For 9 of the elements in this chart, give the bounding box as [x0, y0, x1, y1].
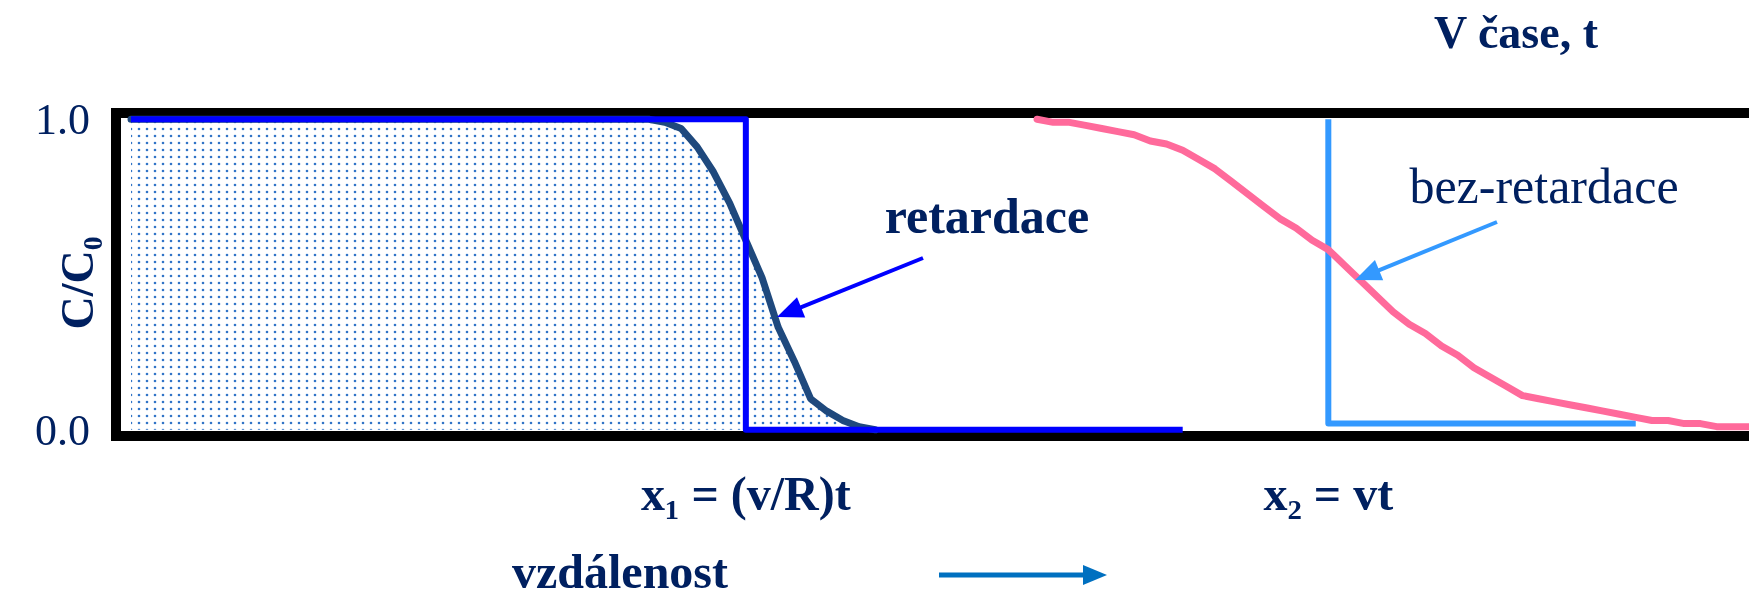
x-tick-label: x₁ = (v/R)t [640, 467, 851, 521]
y-tick-label: 0.0 [35, 405, 90, 455]
y-axis-title: C/C₀ [51, 236, 103, 330]
chart-title: V čase, t [1434, 7, 1599, 58]
x-tick-label: x₂ = vt [1263, 467, 1394, 520]
y-tick-label: 1.0 [35, 95, 90, 145]
annotation: retardace [884, 188, 1090, 244]
annotation: bez-retardace [1409, 158, 1679, 214]
x-axis-title: vzdálenost [512, 545, 729, 598]
